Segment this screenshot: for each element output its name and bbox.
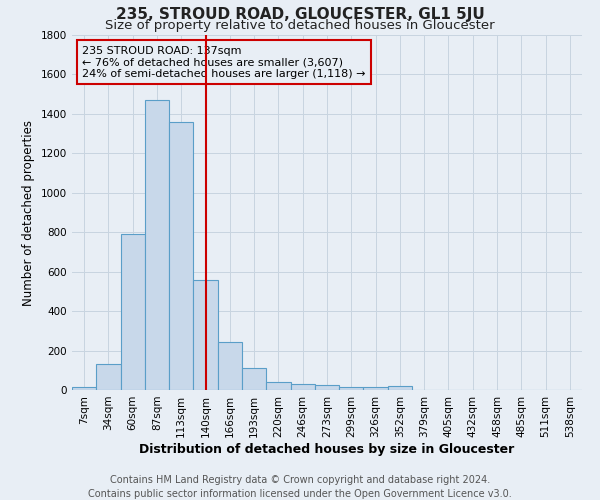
Bar	[193, 280, 218, 390]
Bar	[169, 122, 193, 390]
Text: Size of property relative to detached houses in Gloucester: Size of property relative to detached ho…	[105, 19, 495, 32]
Y-axis label: Number of detached properties: Number of detached properties	[22, 120, 35, 306]
Bar	[96, 364, 121, 390]
Bar	[364, 387, 388, 390]
Text: 235, STROUD ROAD, GLOUCESTER, GL1 5JU: 235, STROUD ROAD, GLOUCESTER, GL1 5JU	[116, 8, 484, 22]
Bar	[242, 368, 266, 390]
X-axis label: Distribution of detached houses by size in Gloucester: Distribution of detached houses by size …	[139, 442, 515, 456]
Bar	[121, 234, 145, 390]
Bar	[72, 387, 96, 390]
Text: 235 STROUD ROAD: 137sqm
← 76% of detached houses are smaller (3,607)
24% of semi: 235 STROUD ROAD: 137sqm ← 76% of detache…	[82, 46, 366, 79]
Bar	[339, 387, 364, 390]
Bar	[388, 386, 412, 390]
Bar	[218, 342, 242, 390]
Bar	[315, 385, 339, 390]
Text: Contains HM Land Registry data © Crown copyright and database right 2024.
Contai: Contains HM Land Registry data © Crown c…	[88, 475, 512, 499]
Bar	[290, 384, 315, 390]
Bar	[145, 100, 169, 390]
Bar	[266, 382, 290, 390]
